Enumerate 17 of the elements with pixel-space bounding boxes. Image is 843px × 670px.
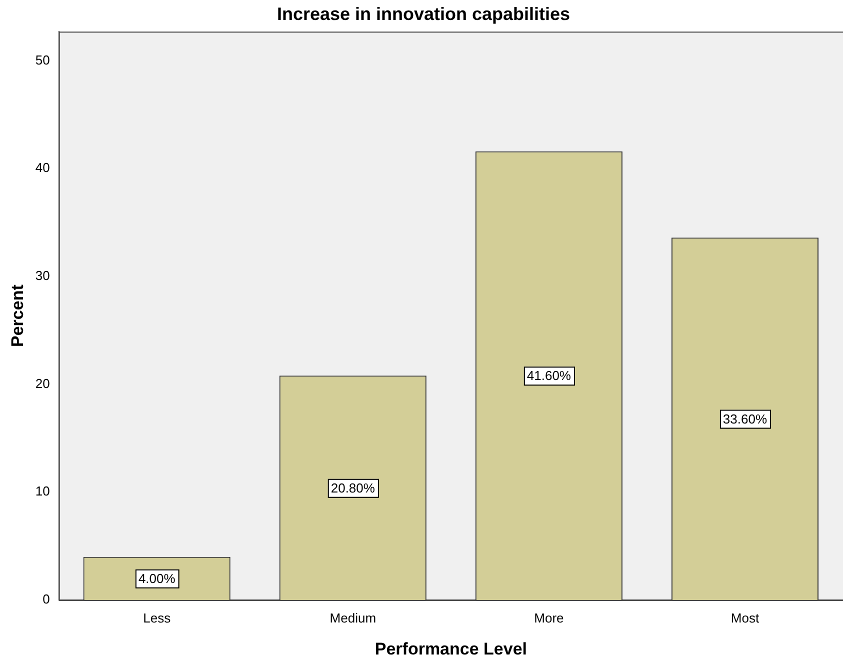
y-tick-label: 30 (35, 268, 50, 284)
data-label: 41.60% (526, 368, 572, 384)
y-tick-label: 50 (35, 52, 50, 68)
y-tick-label: 40 (35, 160, 50, 176)
x-tick-label: Most (730, 610, 760, 626)
chart-title: Increase in innovation capabilities (276, 4, 570, 24)
data-label: 20.80% (330, 480, 376, 496)
data-label: 33.60% (722, 411, 768, 426)
x-tick-label: More (534, 610, 564, 626)
y-tick-label: 10 (35, 484, 50, 499)
x-axis-title: Performance Level (374, 639, 527, 658)
y-tick-label: 20 (35, 376, 50, 391)
x-tick-label: Medium (330, 610, 376, 626)
y-tick-label: 0 (42, 592, 50, 607)
y-axis-title: Percent (8, 284, 27, 347)
x-tick-label: Less (143, 610, 172, 626)
data-label: 4.00% (138, 571, 176, 586)
